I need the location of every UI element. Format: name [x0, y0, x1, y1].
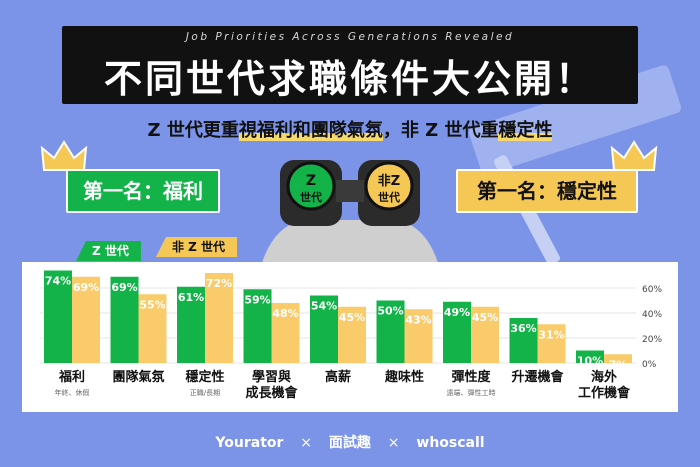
footer-brand-whoscall: whoscall: [416, 435, 485, 451]
footer-separator-2: ×: [387, 435, 400, 451]
y-tick-label: 0%: [642, 360, 657, 370]
bar: [243, 289, 272, 363]
page-title: 不同世代求職條件大公開！: [103, 57, 596, 101]
category-note: 年終、休假: [55, 388, 90, 397]
category-label: 趣味性: [384, 369, 424, 385]
binocular-left-top: Z: [306, 173, 316, 189]
data-label: 43%: [405, 313, 431, 326]
binocular-left-bottom: 世代: [300, 190, 322, 204]
bar: [110, 276, 139, 363]
bar: [509, 318, 538, 363]
data-label: 7%: [609, 358, 628, 371]
data-label: 45%: [472, 311, 498, 324]
bar: [138, 294, 167, 363]
data-label: 10%: [577, 355, 603, 368]
y-tick-label: 20%: [642, 335, 662, 345]
bar: [443, 301, 471, 363]
data-label: 54%: [311, 300, 337, 313]
crown-icon-right: [610, 140, 658, 178]
bar: [72, 276, 100, 363]
data-label: 48%: [272, 307, 298, 320]
footer-brand-yourator: Yourator: [215, 435, 284, 451]
binocular-right-top: 非Z: [378, 173, 400, 189]
bar: [271, 303, 300, 363]
bar: [310, 295, 338, 363]
category-label: 彈性度: [451, 369, 491, 385]
data-label: 69%: [111, 281, 137, 294]
rank-non-z-generation: 第一名：穩定性: [456, 169, 638, 213]
y-tick-label: 40%: [642, 310, 662, 320]
data-label: 49%: [444, 306, 470, 319]
category-label: 團隊氣氛: [112, 369, 164, 385]
bar: [338, 306, 366, 363]
data-label: 61%: [178, 291, 204, 304]
subtitle: Z 世代更重視福利和團隊氣氛，非 Z 世代重穩定性: [0, 116, 700, 142]
subtitle-highlight2: 穩定性: [498, 120, 553, 141]
legend-non-z-generation: 非 Z 世代: [156, 237, 238, 257]
subtitle-highlight1: 視福利和團隊氣氛: [238, 120, 383, 141]
y-tick-label: 60%: [642, 285, 662, 295]
data-label: 55%: [139, 298, 165, 311]
footer-separator-1: ×: [300, 435, 313, 451]
bar: [376, 300, 405, 363]
subtitle-part2: ，非 Z 世代重: [382, 120, 499, 141]
category-label: 工作機會: [578, 385, 631, 401]
category-label: 福利: [58, 369, 85, 385]
category-note: 正職/長期: [190, 388, 220, 397]
footer: Yourator × 面試趣 × whoscall: [0, 432, 700, 452]
category-label: 升遷機會: [511, 369, 564, 385]
bar: [576, 350, 604, 363]
bar: [404, 309, 433, 363]
bar: [205, 273, 233, 363]
bar: [537, 324, 566, 363]
footer-brand-mianshiqu: 面試趣: [328, 435, 371, 451]
subtitle-part1: Z 世代更重: [147, 120, 239, 141]
category-note: 遠端、彈性工時: [447, 388, 496, 397]
rank-z-generation: 第一名：福利: [66, 169, 220, 213]
data-label: 36%: [510, 322, 536, 335]
data-label: 72%: [206, 277, 232, 290]
data-label: 45%: [339, 311, 365, 324]
category-label: 高薪: [325, 369, 351, 385]
category-label: 穩定性: [185, 369, 224, 385]
data-label: 50%: [377, 305, 403, 318]
bar: [44, 270, 72, 363]
header-banner: Job Priorities Across Generations Reveal…: [62, 26, 638, 104]
data-label: 74%: [45, 275, 71, 288]
binocular-right-bottom: 世代: [378, 190, 400, 204]
crown-icon-left: [40, 140, 88, 178]
bar: [604, 354, 632, 363]
category-label: 學習與: [252, 369, 291, 385]
data-label: 69%: [73, 281, 99, 294]
header-english-subtitle: Job Priorities Across Generations Reveal…: [185, 31, 515, 43]
bar: [471, 306, 499, 363]
bar: [177, 286, 205, 363]
category-label: 成長機會: [245, 385, 298, 401]
legend-z-generation: Z 世代: [76, 241, 141, 261]
data-label: 59%: [244, 293, 270, 306]
binoculars-icon: Z 世代 非Z 世代: [260, 160, 440, 270]
data-label: 31%: [538, 328, 564, 341]
category-label: 海外: [591, 369, 617, 385]
